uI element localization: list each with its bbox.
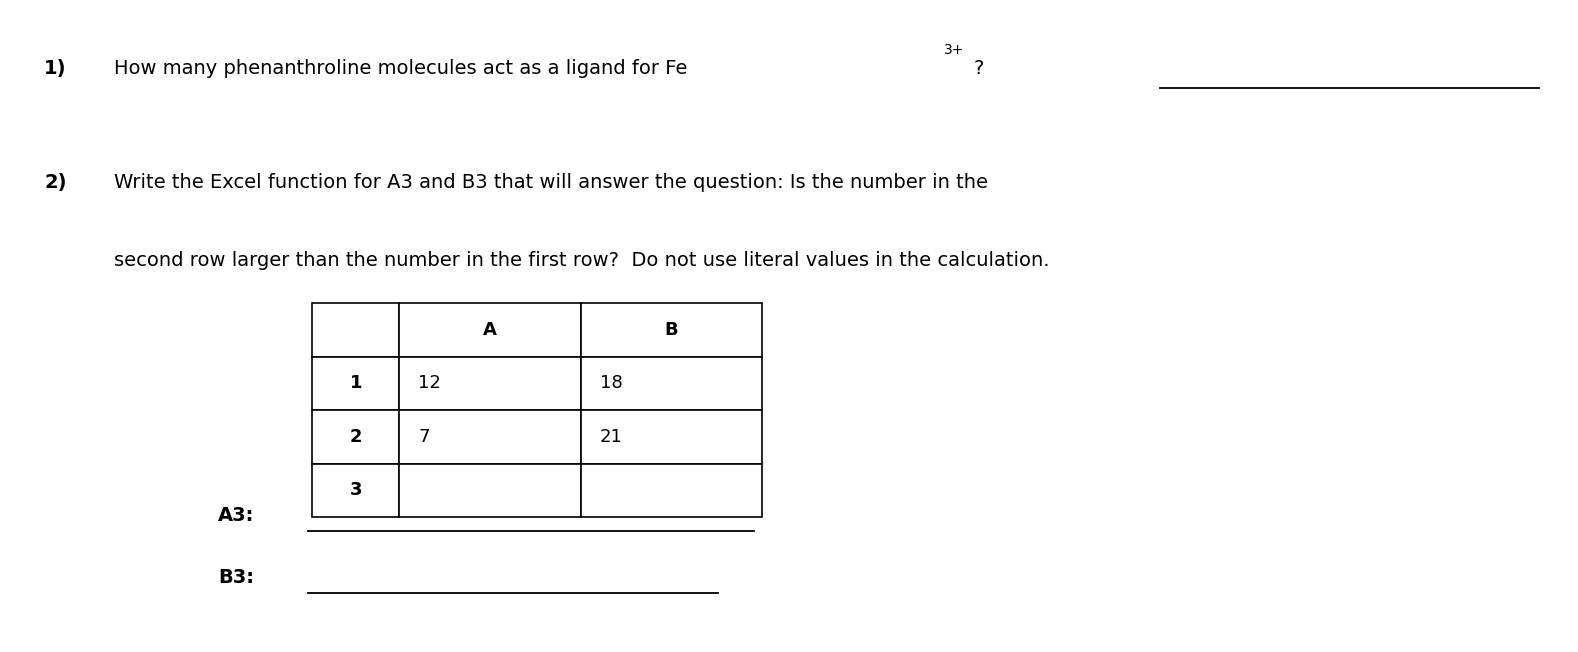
Text: B3:: B3: [218,567,254,587]
Bar [312,464,399,517]
Text: second row larger than the number in the first row?  Do not use literal values i: second row larger than the number in the… [114,251,1049,271]
Bar [399,464,581,517]
Text: 7: 7 [418,428,429,446]
Text: ?: ? [974,59,985,78]
Text: B: B [664,321,679,339]
Bar [581,303,762,357]
Bar [399,303,581,357]
Text: 18: 18 [600,374,622,393]
Bar [312,357,399,410]
Bar [581,464,762,517]
Bar [399,410,581,464]
Text: How many phenanthroline molecules act as a ligand for Fe: How many phenanthroline molecules act as… [114,59,686,78]
Text: A: A [483,321,497,339]
Bar [312,303,399,357]
Text: 21: 21 [600,428,622,446]
Text: Write the Excel function for A3 and B3 that will answer the question: Is the num: Write the Excel function for A3 and B3 t… [114,173,988,192]
Text: 12: 12 [418,374,440,393]
Text: 2): 2) [44,173,66,192]
Text: 2: 2 [350,428,361,446]
Text: 3+: 3+ [944,43,964,57]
Text: 3: 3 [350,481,361,499]
Text: A3:: A3: [218,505,254,525]
Bar [581,357,762,410]
Text: 1: 1 [350,374,361,393]
Bar [581,410,762,464]
Bar [399,357,581,410]
Text: 1): 1) [44,59,66,78]
Bar [312,410,399,464]
